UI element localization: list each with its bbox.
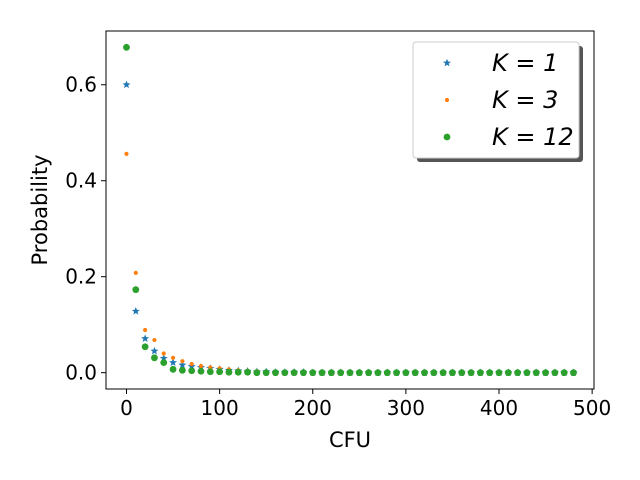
data-point <box>206 368 214 376</box>
data-point <box>189 361 194 367</box>
legend-label: K = 12 <box>492 123 574 151</box>
data-point <box>458 369 466 377</box>
data-points <box>122 43 578 377</box>
data-point <box>124 151 129 156</box>
data-point <box>374 369 382 377</box>
x-axis-ticks: 0 100 200 300 400 500 <box>120 389 611 420</box>
data-point <box>169 358 178 366</box>
legend-box <box>412 41 580 159</box>
legend-label: K = 1 <box>492 49 558 77</box>
data-point <box>123 43 130 51</box>
data-point <box>197 367 205 375</box>
data-point <box>150 346 159 355</box>
plot-frame <box>105 30 595 390</box>
data-point <box>327 369 335 377</box>
data-point <box>159 354 168 362</box>
x-tick-label: 200 <box>294 396 332 420</box>
data-point <box>439 369 447 377</box>
data-point <box>161 351 166 356</box>
data-point <box>393 369 400 377</box>
data-point <box>300 369 307 377</box>
data-point <box>234 368 242 376</box>
data-point <box>467 369 475 377</box>
data-point <box>216 368 224 376</box>
y-tick-label: 0.4 <box>65 169 97 193</box>
data-point <box>170 355 176 360</box>
x-tick-label: 300 <box>387 396 425 420</box>
data-point <box>337 369 345 377</box>
data-point <box>151 354 158 362</box>
data-point <box>383 369 391 377</box>
data-point <box>523 369 531 377</box>
data-point <box>132 286 140 294</box>
y-tick-label: 0.6 <box>65 73 97 97</box>
x-tick-label: 400 <box>480 396 518 420</box>
data-point <box>560 369 568 377</box>
data-point <box>133 270 138 275</box>
data-point <box>504 369 512 377</box>
y-tick-label: 0.2 <box>65 265 97 289</box>
data-point <box>141 334 150 343</box>
data-point <box>449 369 456 377</box>
data-point <box>421 369 428 377</box>
x-axis-label: CFU <box>329 428 371 452</box>
data-point <box>430 369 438 377</box>
data-point <box>262 369 270 377</box>
legend: K = 1 K = 3 K = 12 <box>412 41 583 162</box>
legend-label: K = 3 <box>492 86 558 114</box>
data-point <box>253 369 261 377</box>
data-point <box>141 343 149 351</box>
x-tick-label: 0 <box>120 396 133 420</box>
series-3 <box>123 43 577 377</box>
data-point <box>365 369 373 377</box>
data-point <box>402 369 410 377</box>
legend-marker <box>443 133 451 141</box>
data-point <box>169 365 177 373</box>
data-point <box>346 369 354 377</box>
data-point <box>290 369 298 377</box>
data-point <box>355 369 363 377</box>
y-axis-label: Probability <box>28 154 52 265</box>
data-point <box>198 363 204 369</box>
data-point <box>476 369 484 377</box>
data-point <box>495 369 503 377</box>
data-point <box>188 367 196 375</box>
data-point <box>122 80 131 89</box>
data-point <box>225 368 233 376</box>
data-point <box>131 307 140 315</box>
x-tick-label: 500 <box>573 396 611 420</box>
data-point <box>244 368 251 376</box>
data-point <box>514 369 522 377</box>
data-point <box>551 369 559 377</box>
data-point <box>486 369 494 377</box>
x-tick-label: 100 <box>201 396 239 420</box>
data-point <box>178 366 186 374</box>
y-axis-ticks: 0.0 0.2 0.4 0.6 <box>65 73 106 385</box>
data-point <box>532 369 540 377</box>
data-point <box>180 359 185 364</box>
data-point <box>178 360 187 369</box>
legend-marker <box>443 58 451 67</box>
legend-marker <box>444 97 450 103</box>
data-point <box>208 365 213 370</box>
data-point <box>570 369 577 377</box>
data-point <box>152 337 157 343</box>
data-point <box>542 369 549 377</box>
data-point <box>281 369 289 377</box>
data-point <box>411 369 419 377</box>
data-point <box>160 359 168 367</box>
data-point <box>272 369 279 377</box>
data-point <box>318 369 326 377</box>
data-point <box>309 369 317 377</box>
data-point <box>143 327 148 333</box>
y-tick-label: 0.0 <box>65 361 97 385</box>
